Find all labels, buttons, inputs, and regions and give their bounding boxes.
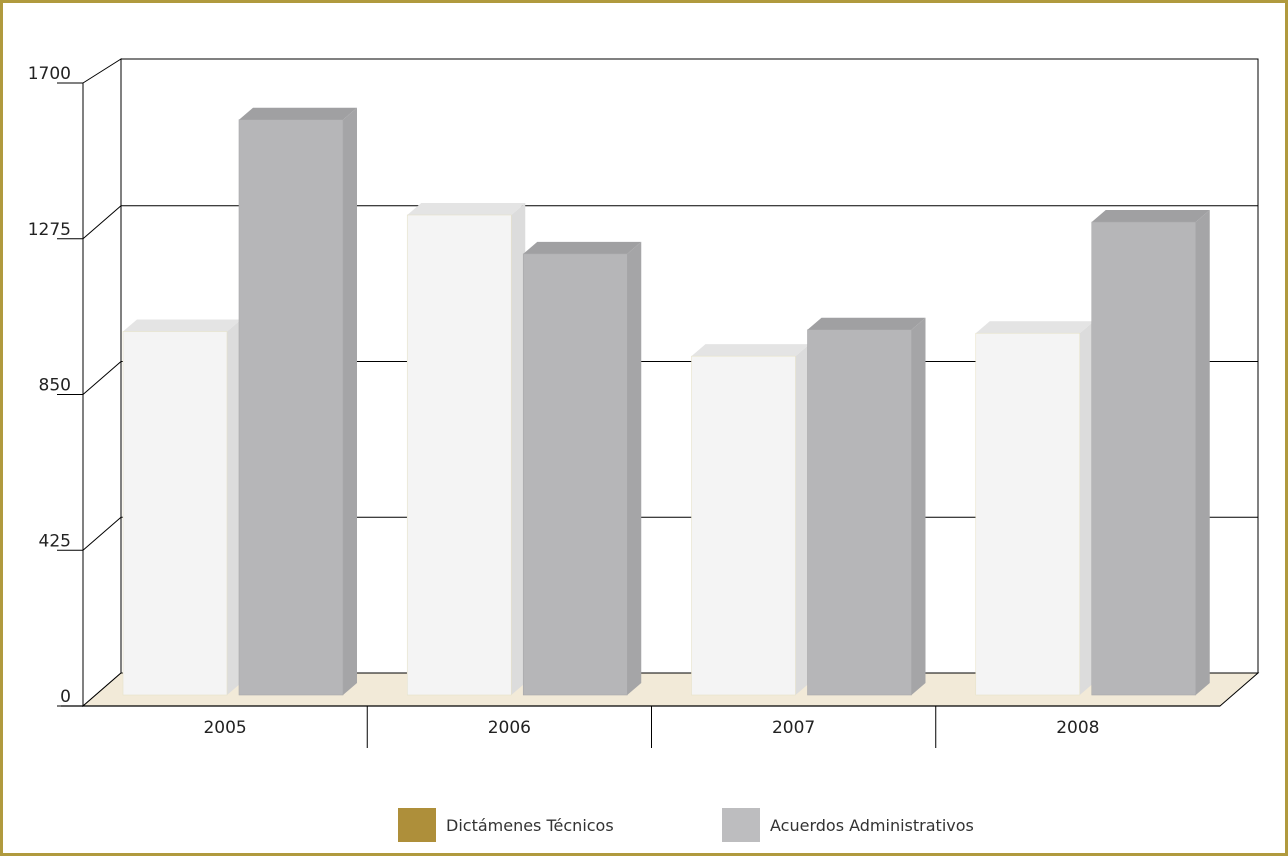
chart-axes: 0 425 850 1275 1700 2005 2006 2007 2008	[28, 64, 1220, 748]
bar-dictamenes-2006	[406, 203, 526, 696]
bar-dictamenes-2007	[691, 344, 810, 696]
legend-label-dictamenes: Dictámenes Técnicos	[446, 815, 614, 835]
bar-front	[1091, 221, 1197, 696]
x-tick-label: 2005	[203, 718, 246, 738]
x-tick-label: 2008	[1056, 718, 1099, 738]
bar-top	[407, 203, 526, 215]
bar-chart: 0 425 850 1275 1700 2005 2006 2007 2008	[28, 58, 1260, 748]
bar-acuerdos-2006	[522, 241, 642, 696]
side-wall	[82, 58, 122, 708]
bar-front	[238, 119, 344, 696]
y-tick-label: 425	[39, 531, 71, 551]
bar-side	[795, 344, 810, 695]
bar-side	[511, 203, 526, 695]
bar-dictamenes-2005	[122, 319, 241, 696]
bar-front	[807, 329, 912, 696]
legend-swatch-acuerdos	[722, 808, 760, 842]
y-tick-label: 0	[60, 687, 71, 707]
bar-top	[807, 317, 926, 330]
bar-side	[343, 107, 357, 696]
y-tick-label: 1700	[28, 64, 71, 84]
x-tick-label: 2007	[772, 718, 815, 738]
y-tick-label: 850	[39, 376, 71, 396]
legend-item-acuerdos: Acuerdos Administrativos	[722, 808, 974, 842]
legend-item-dictamenes: Dictámenes Técnicos	[398, 808, 614, 842]
bar-side	[1079, 321, 1094, 695]
chart-walls	[81, 58, 1260, 708]
y-tick-label: 1275	[28, 220, 71, 240]
bar-top	[975, 321, 1094, 334]
bar-front	[691, 355, 796, 696]
gridline-side	[82, 205, 122, 240]
bar-side	[227, 319, 241, 695]
bar-top	[523, 241, 642, 254]
bar-front	[975, 332, 1081, 696]
bar-side	[1195, 210, 1210, 695]
bar-side	[911, 317, 926, 695]
gridline-side	[82, 361, 122, 395]
bar-front	[522, 253, 628, 696]
bar-acuerdos-2008	[1091, 210, 1210, 696]
bar-front	[122, 331, 228, 696]
bar-acuerdos-2005	[238, 107, 357, 696]
bar-dictamenes-2008	[975, 321, 1094, 696]
bar-top	[239, 107, 357, 120]
bar-top	[1091, 210, 1210, 223]
chart-bars	[122, 107, 1210, 696]
bar-top	[123, 319, 241, 332]
gridline-side	[82, 516, 122, 551]
bar-front	[406, 214, 512, 696]
bar-side	[627, 241, 642, 695]
bar-acuerdos-2007	[807, 317, 926, 696]
legend-swatch-dictamenes	[398, 808, 436, 842]
legend-label-acuerdos: Acuerdos Administrativos	[770, 815, 974, 835]
bar-top	[691, 344, 810, 357]
x-tick-label: 2006	[488, 718, 531, 738]
